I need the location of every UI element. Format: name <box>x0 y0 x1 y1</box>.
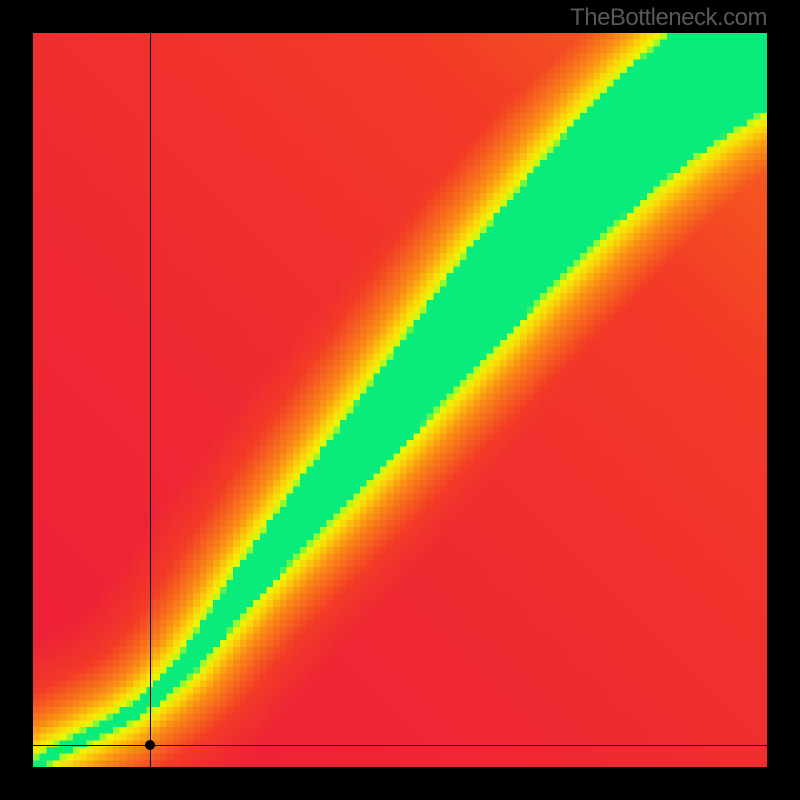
bottleneck-heatmap <box>33 33 767 767</box>
crosshair-vertical-line <box>150 33 151 767</box>
crosshair-horizontal-line <box>33 745 767 746</box>
watermark-label: TheBottleneck.com <box>570 4 767 32</box>
